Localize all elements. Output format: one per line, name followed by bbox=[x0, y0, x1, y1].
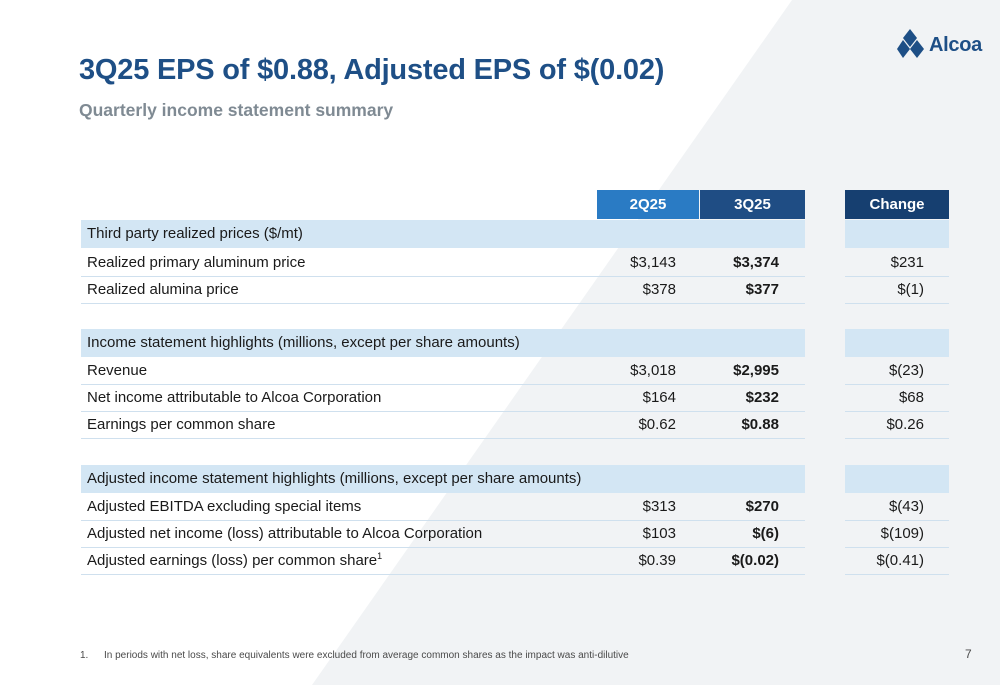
table-row bbox=[81, 384, 805, 412]
table-row bbox=[81, 520, 805, 548]
row-label: Adjusted net income (loss) attributable … bbox=[87, 525, 483, 542]
value-change: $0.26 bbox=[886, 416, 924, 433]
value-2q25: $3,018 bbox=[630, 362, 676, 379]
section-band bbox=[81, 465, 805, 493]
value-3q25: $0.88 bbox=[741, 416, 779, 433]
table-row bbox=[81, 493, 805, 521]
table-row bbox=[81, 411, 805, 439]
row-label-text: Adjusted earnings (loss) per common shar… bbox=[87, 552, 378, 569]
row-label: Adjusted EBITDA excluding special items bbox=[87, 498, 362, 515]
value-3q25: $270 bbox=[745, 498, 779, 515]
row-label: Earnings per common share bbox=[87, 416, 276, 433]
alcoa-logo: Alcoa bbox=[897, 29, 982, 61]
table-row-change bbox=[845, 520, 949, 548]
section-band-change bbox=[845, 329, 949, 357]
row-label: Realized primary aluminum price bbox=[87, 254, 306, 271]
row-label: Revenue bbox=[87, 362, 148, 379]
row-label: Net income attributable to Alcoa Corpora… bbox=[87, 389, 382, 406]
value-3q25: $2,995 bbox=[733, 362, 779, 379]
value-change: $68 bbox=[898, 389, 924, 406]
table-row bbox=[81, 249, 805, 277]
alcoa-logo-icon bbox=[897, 29, 924, 58]
logo-text: Alcoa bbox=[929, 33, 982, 56]
section-band-change bbox=[845, 220, 949, 248]
section-title: Income statement highlights (millions, e… bbox=[87, 334, 520, 351]
header-2q25: 2Q25 bbox=[597, 190, 699, 219]
value-3q25: $232 bbox=[745, 389, 779, 406]
value-2q25: $313 bbox=[642, 498, 676, 515]
table-row-change bbox=[845, 384, 949, 412]
value-change: $(23) bbox=[888, 362, 924, 379]
table-row bbox=[81, 357, 805, 385]
section-band bbox=[81, 220, 805, 248]
header-change: Change bbox=[845, 190, 949, 219]
value-change: $(0.41) bbox=[876, 552, 924, 569]
table-row-change bbox=[845, 249, 949, 277]
value-2q25: $0.39 bbox=[638, 552, 676, 569]
value-change: $(109) bbox=[880, 525, 924, 542]
page-subtitle: Quarterly income statement summary bbox=[79, 100, 394, 120]
value-3q25: $(6) bbox=[752, 525, 779, 542]
value-2q25: $164 bbox=[642, 389, 676, 406]
value-change: $(1) bbox=[897, 281, 924, 298]
table-row-change bbox=[845, 357, 949, 385]
value-2q25: $103 bbox=[642, 525, 676, 542]
page-number: 7 bbox=[965, 647, 972, 661]
section-title: Adjusted income statement highlights (mi… bbox=[87, 470, 582, 487]
footnote-marker: 1 bbox=[377, 551, 383, 561]
value-3q25: $3,374 bbox=[733, 254, 779, 271]
value-3q25: $(0.02) bbox=[731, 552, 779, 569]
table-row-change bbox=[845, 276, 949, 304]
value-change: $(43) bbox=[888, 498, 924, 515]
table-row-change bbox=[845, 547, 949, 575]
table-row bbox=[81, 547, 805, 575]
row-label: Realized alumina price bbox=[87, 281, 239, 298]
footnote-number: 1. bbox=[80, 650, 89, 661]
header-3q25: 3Q25 bbox=[700, 190, 805, 219]
value-2q25: $0.62 bbox=[638, 416, 676, 433]
value-3q25: $377 bbox=[745, 281, 779, 298]
table-row-change bbox=[845, 493, 949, 521]
value-2q25: $3,143 bbox=[630, 254, 676, 271]
table-row-change bbox=[845, 411, 949, 439]
section-title: Third party realized prices ($/mt) bbox=[87, 225, 303, 242]
table-row bbox=[81, 276, 805, 304]
footnote: 1. In periods with net loss, share equiva… bbox=[80, 650, 629, 661]
section-band bbox=[81, 329, 805, 357]
row-label: Adjusted earnings (loss) per common shar… bbox=[87, 547, 382, 574]
footnote-text: In periods with net loss, share equivale… bbox=[104, 650, 629, 661]
value-2q25: $378 bbox=[642, 281, 676, 298]
page-title: 3Q25 EPS of $0.88, Adjusted EPS of $(0.0… bbox=[79, 54, 665, 86]
value-change: $231 bbox=[890, 254, 924, 271]
section-band-change bbox=[845, 465, 949, 493]
